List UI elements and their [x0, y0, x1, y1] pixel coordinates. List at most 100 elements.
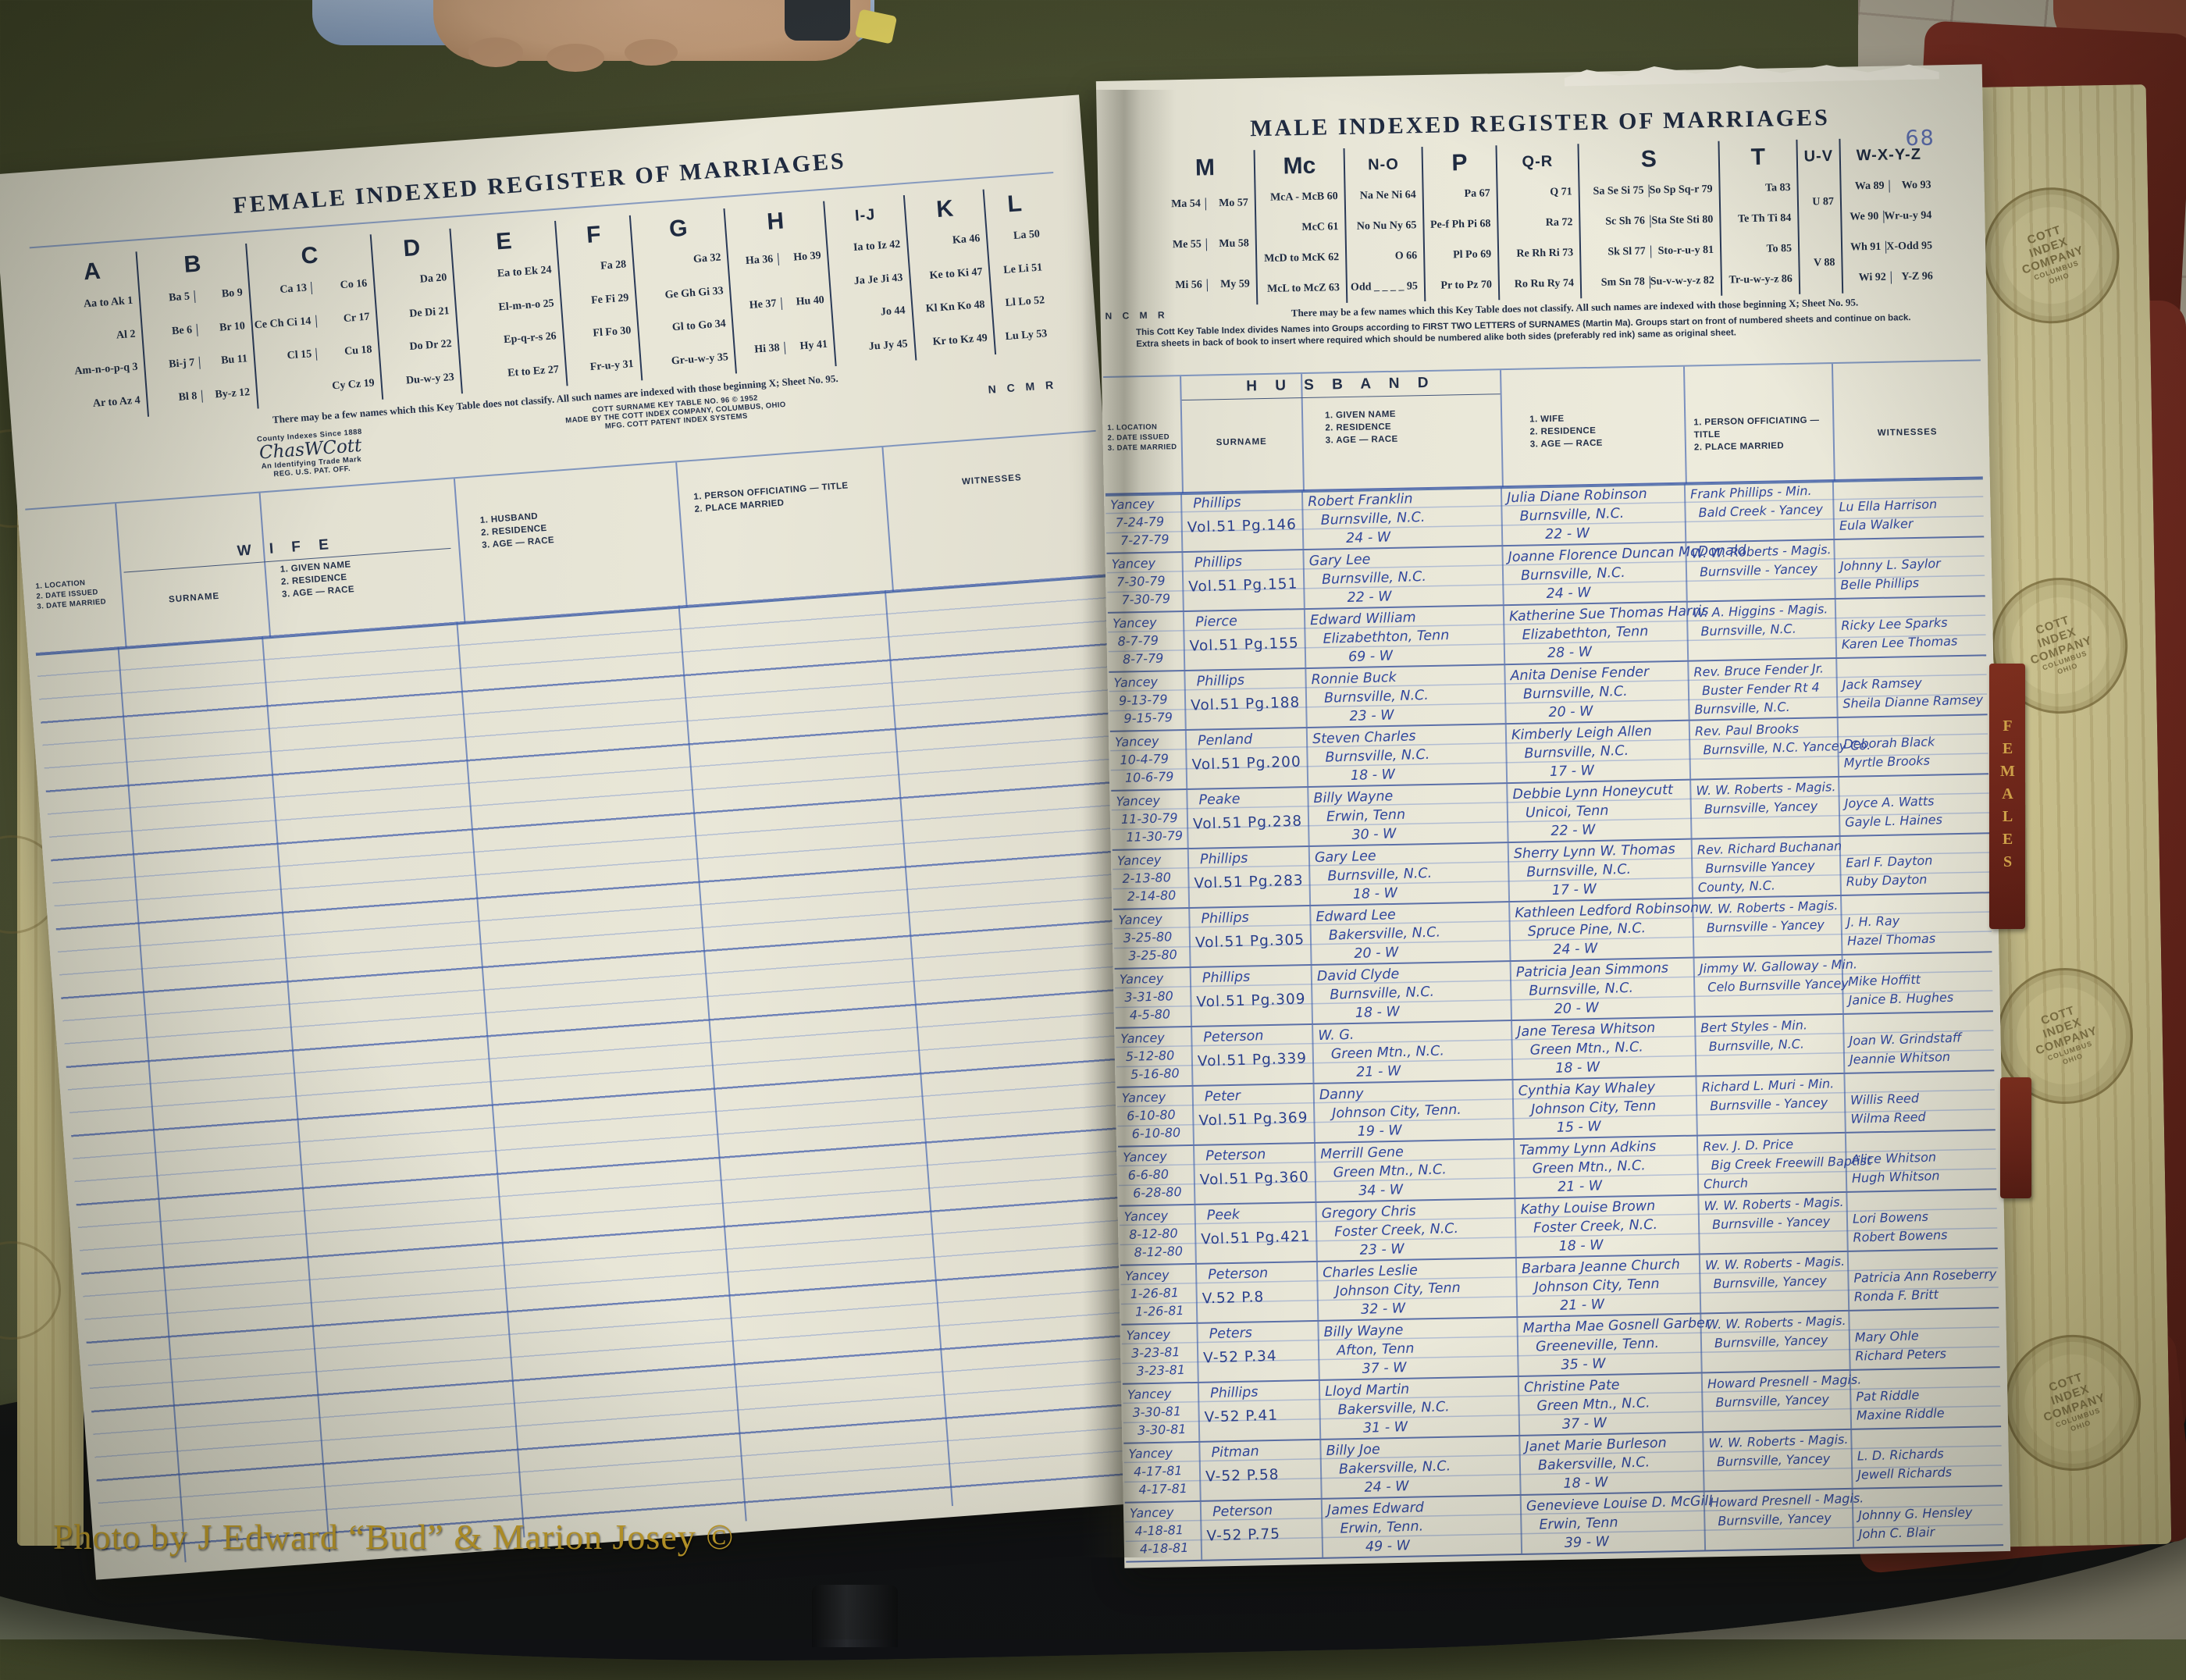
handwritten-husband: 34 - W [1358, 1182, 1404, 1199]
cell-officiating: Howard Presnell - Magis. Burnsville, Yanc… [1702, 1370, 1862, 1432]
cell-surname: Peek Vol.51 Pg.421 [1195, 1202, 1318, 1263]
handwritten-wife: 15 - W [1556, 1119, 1601, 1136]
cell-husband: W. G. Green Mtn., N.C. 21 - W [1313, 1021, 1514, 1083]
cell-husband: Edward William Elizabethton, Tenn 69 - W [1305, 606, 1506, 668]
key-entry: V 88 [1813, 256, 1835, 269]
husband-header: 1. HUSBAND 2. RESIDENCE 3. AGE — RACE [479, 500, 677, 552]
female-register-page: FEMALE INDEXED REGISTER OF MARRIAGES A Aa… [0, 94, 1183, 1580]
key-entry: Hi 38 [753, 341, 781, 356]
key-column: Mc McA - McB 60 McC 61 McD to McK 62 McL to … [1253, 148, 1347, 305]
handwritten-location: 4-18-81 [1134, 1522, 1184, 1539]
cell-wife: Sherry Lynn W. Thomas Burnsville, N.C. 17 … [1508, 839, 1694, 902]
cott-index-stamp [0, 1241, 61, 1340]
cell-wife: Debbie Lynn Honeycutt Unicoi, Tenn 22 - W [1508, 780, 1693, 842]
key-entry: El-m-n-o 25 [498, 297, 555, 314]
handwritten-location: Yancey [1123, 1208, 1169, 1225]
cell-witnesses: Willis Reed Wilma Reed [1845, 1071, 1995, 1132]
cell-witnesses: Earl F. Dayton Ruby Dayton [1841, 834, 1991, 895]
key-entry: Kr to Kz 49 [932, 332, 988, 348]
key-line: Le Li 51 [991, 251, 1048, 288]
key-entry: So Sp Sq-r 79 [1648, 183, 1718, 198]
key-letter-label: L [1006, 190, 1023, 218]
key-entry: My 59 [1206, 278, 1255, 292]
key-entry: Hy 41 [784, 338, 833, 354]
index-tab [2000, 1077, 2031, 1198]
handwritten-location: 6-28-80 [1132, 1183, 1182, 1201]
handwritten-husband: 49 - W [1365, 1538, 1411, 1555]
cell-location: Yancey 7-30-79 7-30-79 [1106, 553, 1184, 612]
key-line: Lu Ly 53 [995, 317, 1053, 354]
husband-group-header: H U S B A N D [1181, 373, 1501, 401]
key-entry: Ba 5 [168, 290, 190, 304]
handwritten-husband: 24 - W [1364, 1479, 1409, 1496]
handwritten-location: 7-27-79 [1120, 532, 1170, 548]
key-line: Ma 54 Mo 57 [1158, 183, 1254, 225]
key-line: Wa 89 Wo 93 [1842, 169, 1936, 201]
key-line: Wh 91 X-Odd 95 [1844, 230, 1938, 262]
cell-location: Yancey 10-4-79 10-6-79 [1109, 730, 1188, 790]
key-entry: Hu 40 [780, 294, 830, 310]
key-entry: Ra 72 [1545, 215, 1573, 229]
handwritten-surname: Phillips [1199, 850, 1248, 868]
cell-location: Yancey 3-23-81 3-23-81 [1121, 1323, 1199, 1383]
key-line: Odd _ _ _ _ 95 [1349, 271, 1423, 303]
key-entry: Wo 93 [1889, 178, 1936, 193]
key-entry: Al 2 [116, 328, 136, 342]
cell-surname: Phillips Vol.51 Pg.188 [1185, 669, 1308, 729]
handwritten-location: 3-23-81 [1136, 1361, 1186, 1379]
handwritten-location: 5-12-80 [1125, 1048, 1175, 1064]
key-entry: Na Ne Ni 64 [1359, 188, 1416, 202]
handwritten-husband: 69 - W [1348, 648, 1394, 666]
cell-husband: David Clyde Burnsville, N.C. 18 - W [1312, 962, 1512, 1023]
handwritten-location: 6-6-80 [1127, 1166, 1170, 1183]
key-line: De Di 21 [378, 294, 455, 333]
cell-husband: Gregory Chris Foster Creek, N.C. 23 - W [1316, 1199, 1517, 1261]
handwritten-location: 3-31-80 [1124, 988, 1174, 1006]
key-entry: Ge Gh Gi 33 [664, 285, 725, 301]
handwritten-surname: Pierce [1194, 613, 1238, 631]
key-entry: Ju Jy 45 [868, 338, 909, 353]
key-entry: Co 16 [311, 277, 372, 295]
handwritten-surname: Vol.51 Pg.309 [1196, 991, 1306, 1011]
handwritten-husband: 37 - W [1362, 1360, 1407, 1377]
handwritten-location: Yancey [1124, 1267, 1170, 1284]
key-entry: McC 61 [1301, 220, 1339, 233]
key-entry: Ea to Ek 24 [497, 264, 552, 280]
key-entry: Gr-u-w-y 35 [671, 351, 729, 368]
handwritten-location: 3-23-81 [1130, 1344, 1180, 1361]
open-register-book: COTT INDEX COMPANY COLUMBUS OHIO COTT INDEX CO… [0, 20, 2186, 1585]
cell-surname: Phillips Vol.51 Pg.283 [1188, 846, 1312, 907]
handwritten-location: Yancey [1118, 911, 1163, 928]
cell-witnesses: Alice Whitson Hugh Whitson [1846, 1130, 1996, 1191]
key-entry: Sm Sn 78 [1600, 276, 1645, 289]
key-entry: Ce Ch Ci 14 [254, 315, 312, 332]
key-line: Do Dr 22 [380, 328, 457, 366]
handwritten-location: Yancey [1120, 1030, 1165, 1047]
handwritten-surname: Phillips [1201, 909, 1250, 927]
handwritten-surname: Peek [1206, 1207, 1241, 1224]
handwritten-wife: 18 - W [1558, 1237, 1604, 1255]
key-column: D Da 20 De Di 21 Do Dr 22 Du-w-y 23 [369, 228, 462, 400]
handwritten-husband: 22 - W [1347, 589, 1392, 607]
handwritten-officiating: Burnsville, Yancey [1714, 1332, 1828, 1351]
key-line: Ro Ru Ry 74 [1501, 268, 1579, 300]
cell-officiating: Rev. Richard Buchanan Burnsville Yancey Co… [1692, 836, 1842, 898]
cell-husband: Gary Lee Burnsville, N.C. 22 - W [1304, 546, 1504, 609]
cell-officiating: W. W. Roberts - Magis. Burnsville - Yance… [1686, 540, 1836, 601]
handwritten-location: Yancey [1116, 792, 1161, 810]
key-entry: Mo 57 [1205, 197, 1254, 211]
handwritten-wife: 21 - W [1559, 1297, 1605, 1314]
cell-witnesses: Ricky Lee Sparks Karen Lee Thomas [1836, 596, 1986, 657]
cell-surname: Phillips Vol.51 Pg.305 [1190, 906, 1312, 966]
key-line: Pr to Pz 70 [1427, 269, 1497, 301]
cell-officiating: Howard Presnell - Magis. Burnsville, Yanc… [1704, 1489, 1864, 1550]
cell-officiating: Rev. J. D. Price Big Creek Freewill Bapti… [1697, 1133, 1872, 1194]
cell-surname: Peterson V.52 P.8 [1196, 1262, 1319, 1322]
key-line: Ta 83 [1721, 173, 1796, 205]
handwritten-wife: 28 - W [1547, 644, 1593, 662]
key-entry: Mu 58 [1205, 237, 1255, 251]
key-entry: Fl Fo 30 [592, 325, 632, 340]
cell-location: Yancey 8-12-80 8-12-80 [1119, 1205, 1197, 1265]
key-entry: Pr to Pz 70 [1440, 278, 1493, 292]
